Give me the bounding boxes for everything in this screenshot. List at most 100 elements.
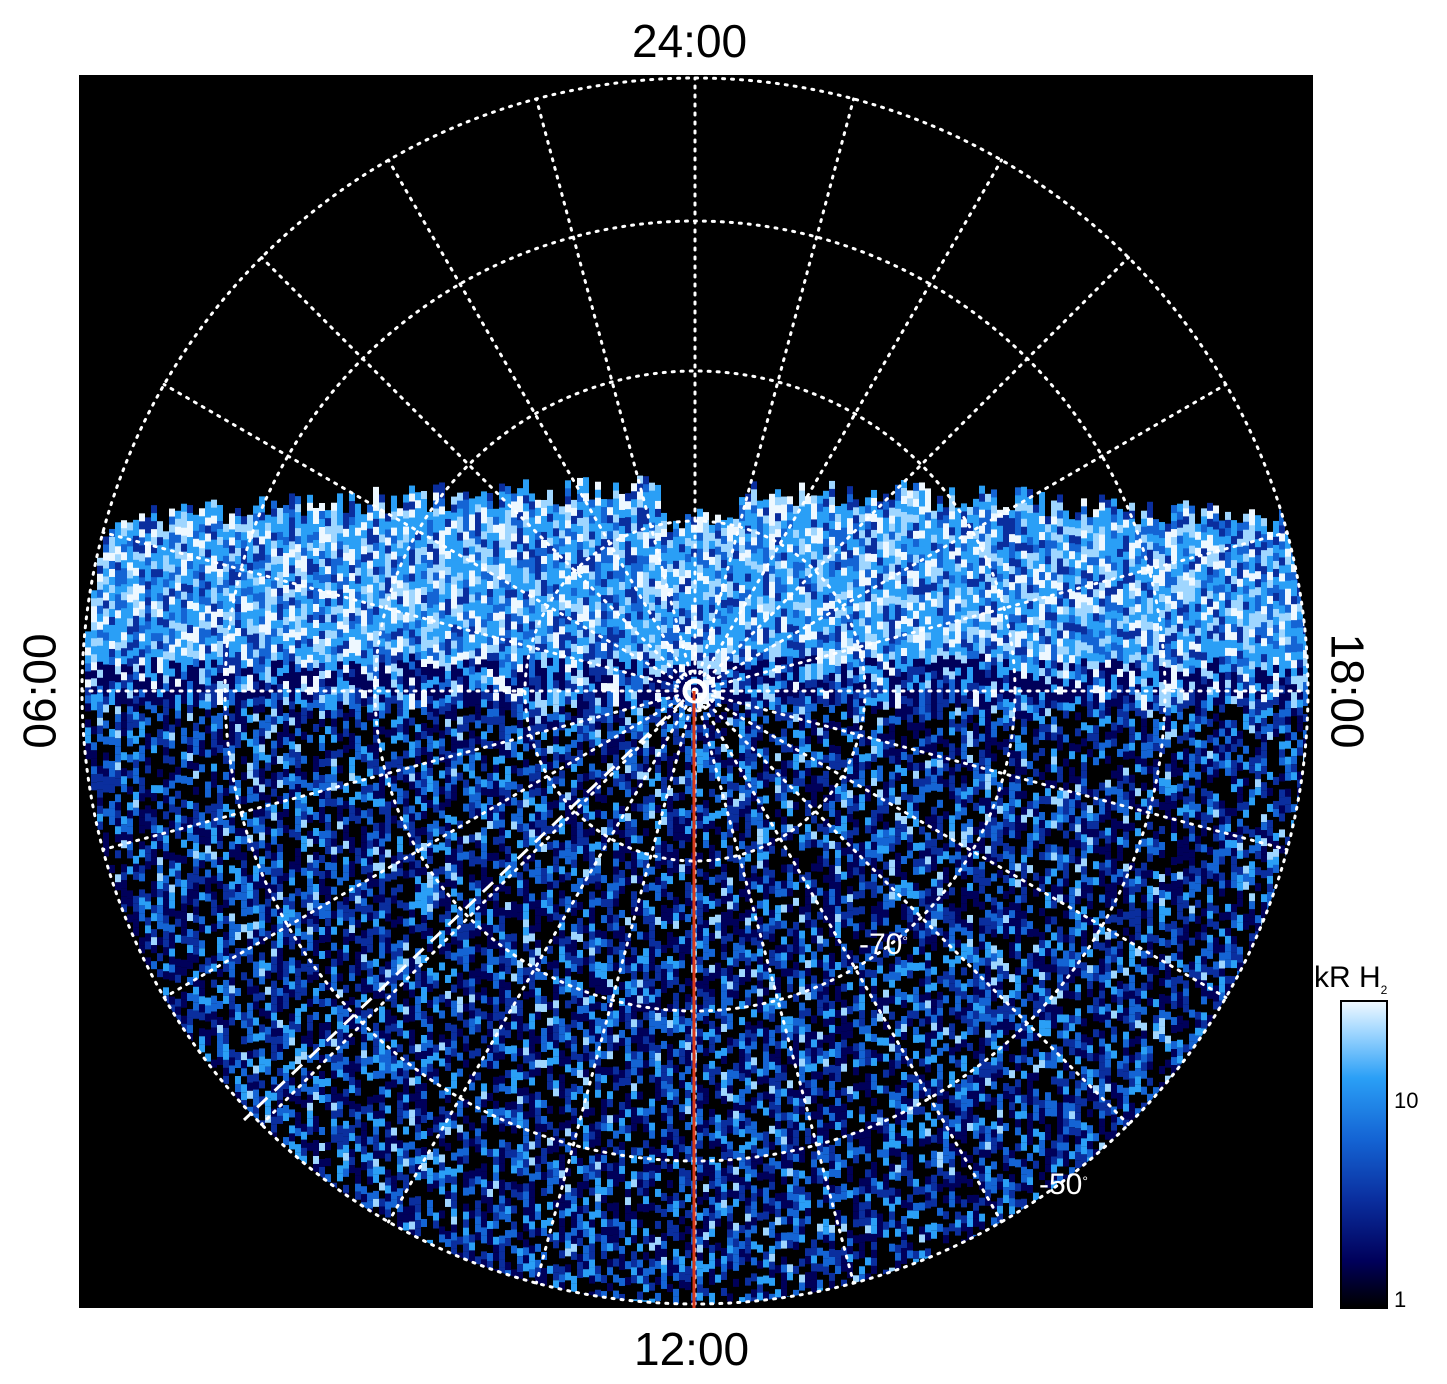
emission-pixel bbox=[511, 1045, 517, 1054]
emission-pixel bbox=[235, 836, 241, 845]
emission-pixel bbox=[487, 788, 493, 797]
emission-pixel bbox=[127, 738, 133, 747]
emission-pixel bbox=[433, 1148, 439, 1157]
emission-pixel bbox=[385, 1193, 391, 1202]
emission-pixel bbox=[121, 712, 127, 721]
emission-pixel bbox=[163, 795, 169, 804]
emission-pixel bbox=[139, 825, 145, 834]
emission-pixel bbox=[517, 912, 523, 921]
emission-pixel bbox=[403, 1102, 409, 1111]
emission-pixel bbox=[247, 786, 253, 795]
emission-pixel bbox=[241, 772, 247, 781]
emission-pixel bbox=[331, 694, 337, 711]
emission-pixel bbox=[343, 1160, 349, 1169]
emission-pixel bbox=[523, 1263, 529, 1272]
emission-pixel bbox=[529, 989, 535, 998]
emission-pixel bbox=[541, 1099, 547, 1108]
emission-pixel bbox=[193, 802, 199, 811]
emission-pixel bbox=[85, 727, 91, 736]
emission-pixel bbox=[409, 965, 415, 974]
emission-pixel bbox=[535, 915, 541, 924]
emission-pixel bbox=[127, 834, 133, 843]
emission-pixel bbox=[193, 722, 199, 731]
emission-pixel bbox=[337, 1109, 343, 1118]
emission-pixel bbox=[283, 1105, 289, 1114]
emission-pixel bbox=[289, 541, 295, 558]
emission-pixel bbox=[277, 755, 283, 764]
emission-pixel bbox=[391, 775, 397, 784]
emission-pixel bbox=[337, 541, 343, 558]
emission-pixel bbox=[337, 749, 343, 758]
emission-pixel bbox=[157, 873, 163, 882]
emission-pixel bbox=[493, 1148, 499, 1157]
emission-pixel bbox=[253, 985, 259, 994]
emission-pixel bbox=[259, 936, 265, 945]
emission-pixel bbox=[367, 1192, 373, 1201]
emission-pixel bbox=[529, 709, 535, 718]
emission-pixel bbox=[295, 992, 301, 1001]
emission-pixel bbox=[175, 566, 181, 583]
emission-pixel bbox=[373, 1126, 379, 1135]
emission-pixel bbox=[277, 1107, 283, 1116]
emission-pixel bbox=[295, 1048, 301, 1057]
emission-pixel bbox=[403, 1054, 409, 1063]
emission-pixel bbox=[133, 735, 139, 744]
emission-pixel bbox=[271, 1116, 277, 1125]
emission-pixel bbox=[151, 881, 157, 890]
emission-pixel bbox=[493, 716, 499, 725]
emission-pixel bbox=[475, 1128, 481, 1137]
emission-pixel bbox=[391, 815, 397, 824]
emission-pixel bbox=[445, 702, 451, 711]
emission-pixel bbox=[511, 1149, 517, 1158]
emission-pixel bbox=[127, 730, 133, 739]
emission-pixel bbox=[175, 550, 181, 567]
emission-pixel bbox=[409, 829, 415, 838]
emission-pixel bbox=[421, 1018, 427, 1027]
emission-pixel bbox=[421, 954, 427, 963]
emission-pixel bbox=[409, 989, 415, 998]
emission-pixel bbox=[367, 872, 373, 881]
emission-pixel bbox=[553, 760, 559, 769]
emission-pixel bbox=[427, 1167, 433, 1176]
emission-pixel bbox=[355, 1167, 361, 1176]
emission-pixel bbox=[325, 886, 331, 895]
emission-pixel bbox=[397, 1020, 403, 1029]
emission-pixel bbox=[211, 715, 217, 724]
emission-pixel bbox=[475, 1216, 481, 1225]
emission-pixel bbox=[181, 735, 187, 744]
emission-pixel bbox=[355, 1143, 361, 1152]
emission-pixel bbox=[277, 1091, 283, 1100]
emission-pixel bbox=[313, 827, 319, 836]
emission-pixel bbox=[313, 1163, 319, 1172]
emission-pixel bbox=[145, 933, 151, 942]
emission-pixel bbox=[223, 987, 229, 996]
emission-pixel bbox=[361, 898, 367, 907]
emission-pixel bbox=[529, 1077, 535, 1086]
emission-pixel bbox=[223, 771, 229, 780]
emission-pixel bbox=[241, 1100, 247, 1109]
emission-pixel bbox=[505, 1022, 511, 1031]
emission-pixel bbox=[337, 1037, 343, 1046]
emission-pixel bbox=[547, 1001, 553, 1010]
emission-pixel bbox=[559, 1034, 565, 1043]
emission-pixel bbox=[511, 957, 517, 966]
emission-pixel bbox=[487, 1092, 493, 1101]
emission-pixel bbox=[145, 733, 151, 742]
emission-pixel bbox=[139, 697, 145, 706]
emission-pixel bbox=[499, 1147, 505, 1156]
emission-pixel bbox=[253, 881, 259, 890]
emission-pixel bbox=[277, 907, 283, 916]
emission-pixel bbox=[325, 1022, 331, 1031]
emission-pixel bbox=[529, 1189, 535, 1198]
emission-pixel bbox=[541, 1155, 547, 1164]
emission-pixel bbox=[523, 1087, 529, 1096]
emission-pixel bbox=[469, 970, 475, 979]
emission-pixel bbox=[397, 796, 403, 805]
emission-pixel bbox=[307, 838, 313, 847]
emission-pixel bbox=[259, 720, 265, 729]
emission-pixel bbox=[523, 1199, 529, 1208]
emission-pixel bbox=[331, 1134, 337, 1143]
emission-pixel bbox=[169, 804, 175, 813]
emission-pixel bbox=[421, 530, 427, 547]
emission-pixel bbox=[85, 703, 91, 712]
